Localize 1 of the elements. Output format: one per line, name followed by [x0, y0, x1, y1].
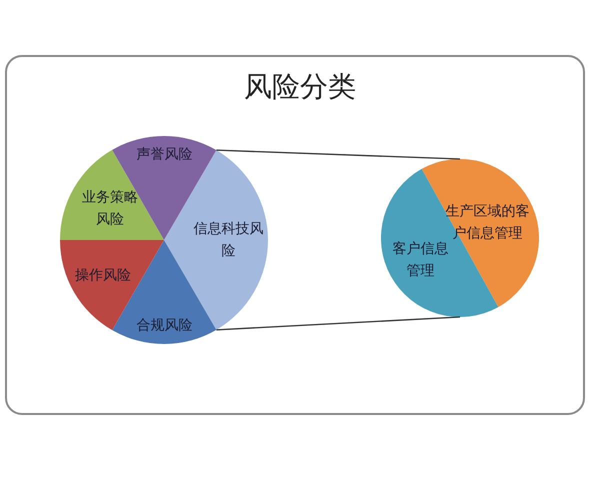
- title: 风险分类: [244, 70, 356, 103]
